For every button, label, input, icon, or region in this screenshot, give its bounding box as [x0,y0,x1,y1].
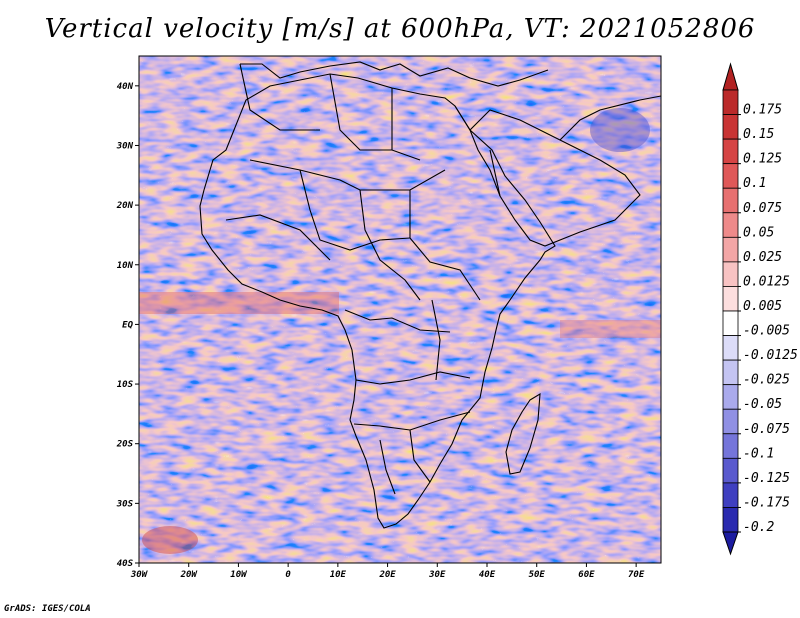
colorbar-bottom-arrow [722,531,739,556]
lat-tick-label: 40S [117,559,134,569]
lon-tick-label: 70E [628,570,645,580]
colorbar: 0.175 0.15 0.125 0.1 0.075 0.05 0.025 0.0125 0.0… [722,62,798,556]
colorbar-swatch [722,359,739,386]
lat-tick-label: 40N [117,82,134,92]
colorbar-label: -0.075 [743,422,790,437]
lon-tick-label: 30W [130,570,149,580]
colorbar-swatch [722,384,739,410]
colorbar-label: -0.005 [743,324,790,339]
colorbar-swatch [722,335,739,361]
grads-credit: GrADS: IGES/COLA [4,604,91,614]
lat-tick-label: 10N [117,261,134,271]
colorbar-swatch [722,457,739,484]
colorbar-top-arrow [722,62,739,91]
colorbar-swatch [722,89,739,115]
colorbar-label: 0.15 [743,127,774,142]
lat-tick-label: 30S [116,499,134,509]
colorbar-swatch [722,408,739,435]
lon-tick-label: 0 [285,570,291,580]
lat-tick-label: 10S [117,380,134,390]
colorbar-swatch [722,310,739,336]
lon-tick-label: 30E [428,570,446,580]
colorbar-swatch [722,163,739,189]
lon-tick-label: 20W [180,570,199,580]
colorbar-swatch [722,236,739,263]
colorbar-label: 0.125 [743,152,782,167]
lat-tick-label: EQ [122,320,133,330]
velocity-field [139,56,661,563]
lat-tick-label: 30N [116,141,134,151]
colorbar-label: 0.175 [743,103,782,118]
colorbar-swatch [722,433,739,459]
colorbar-swatch [722,507,739,533]
colorbar-label: 0.005 [743,299,782,314]
lat-tick-label: 20N [116,201,134,211]
lon-tick-label: 40E [479,570,496,580]
colorbar-swatch [722,212,739,238]
colorbar-swatch [722,138,739,165]
colorbar-label: 0.025 [743,250,782,265]
colorbar-swatch [722,482,739,508]
longitude-axis: 30W 20W 10W 0 10E 20E 30E 40E 50E 60E 70E [130,563,645,580]
chart-title: Vertical velocity [m/s] at 600hPa, VT: 2… [44,14,756,44]
colorbar-label: -0.2 [743,520,774,535]
lon-tick-label: 50E [529,570,546,580]
lon-tick-label: 10W [230,570,248,580]
colorbar-label: 0.075 [743,201,782,216]
colorbar-label: -0.125 [743,471,790,486]
colorbar-label: 0.1 [743,176,766,191]
colorbar-label: 0.05 [743,225,774,240]
colorbar-label: -0.0125 [743,348,798,363]
plot-frame [138,55,662,564]
lat-tick-label: 20S [116,440,134,450]
colorbar-swatch [722,261,739,287]
lon-tick-label: 20E [378,570,396,580]
colorbar-label: -0.1 [743,446,774,461]
colorbar-label: -0.05 [743,397,782,412]
latitude-axis: 40N 30N 20N 10N EQ 10S 20S 30S 40S [116,82,139,569]
colorbar-label: 0.0125 [743,274,790,289]
colorbar-swatch [722,286,739,312]
colorbar-swatch [722,114,739,140]
coastlines-and-borders [199,61,661,529]
lon-tick-label: 10E [330,570,347,580]
lon-tick-label: 60E [578,570,595,580]
colorbar-label: -0.025 [743,373,790,388]
colorbar-label: -0.175 [743,495,790,510]
colorbar-swatch [722,187,739,214]
